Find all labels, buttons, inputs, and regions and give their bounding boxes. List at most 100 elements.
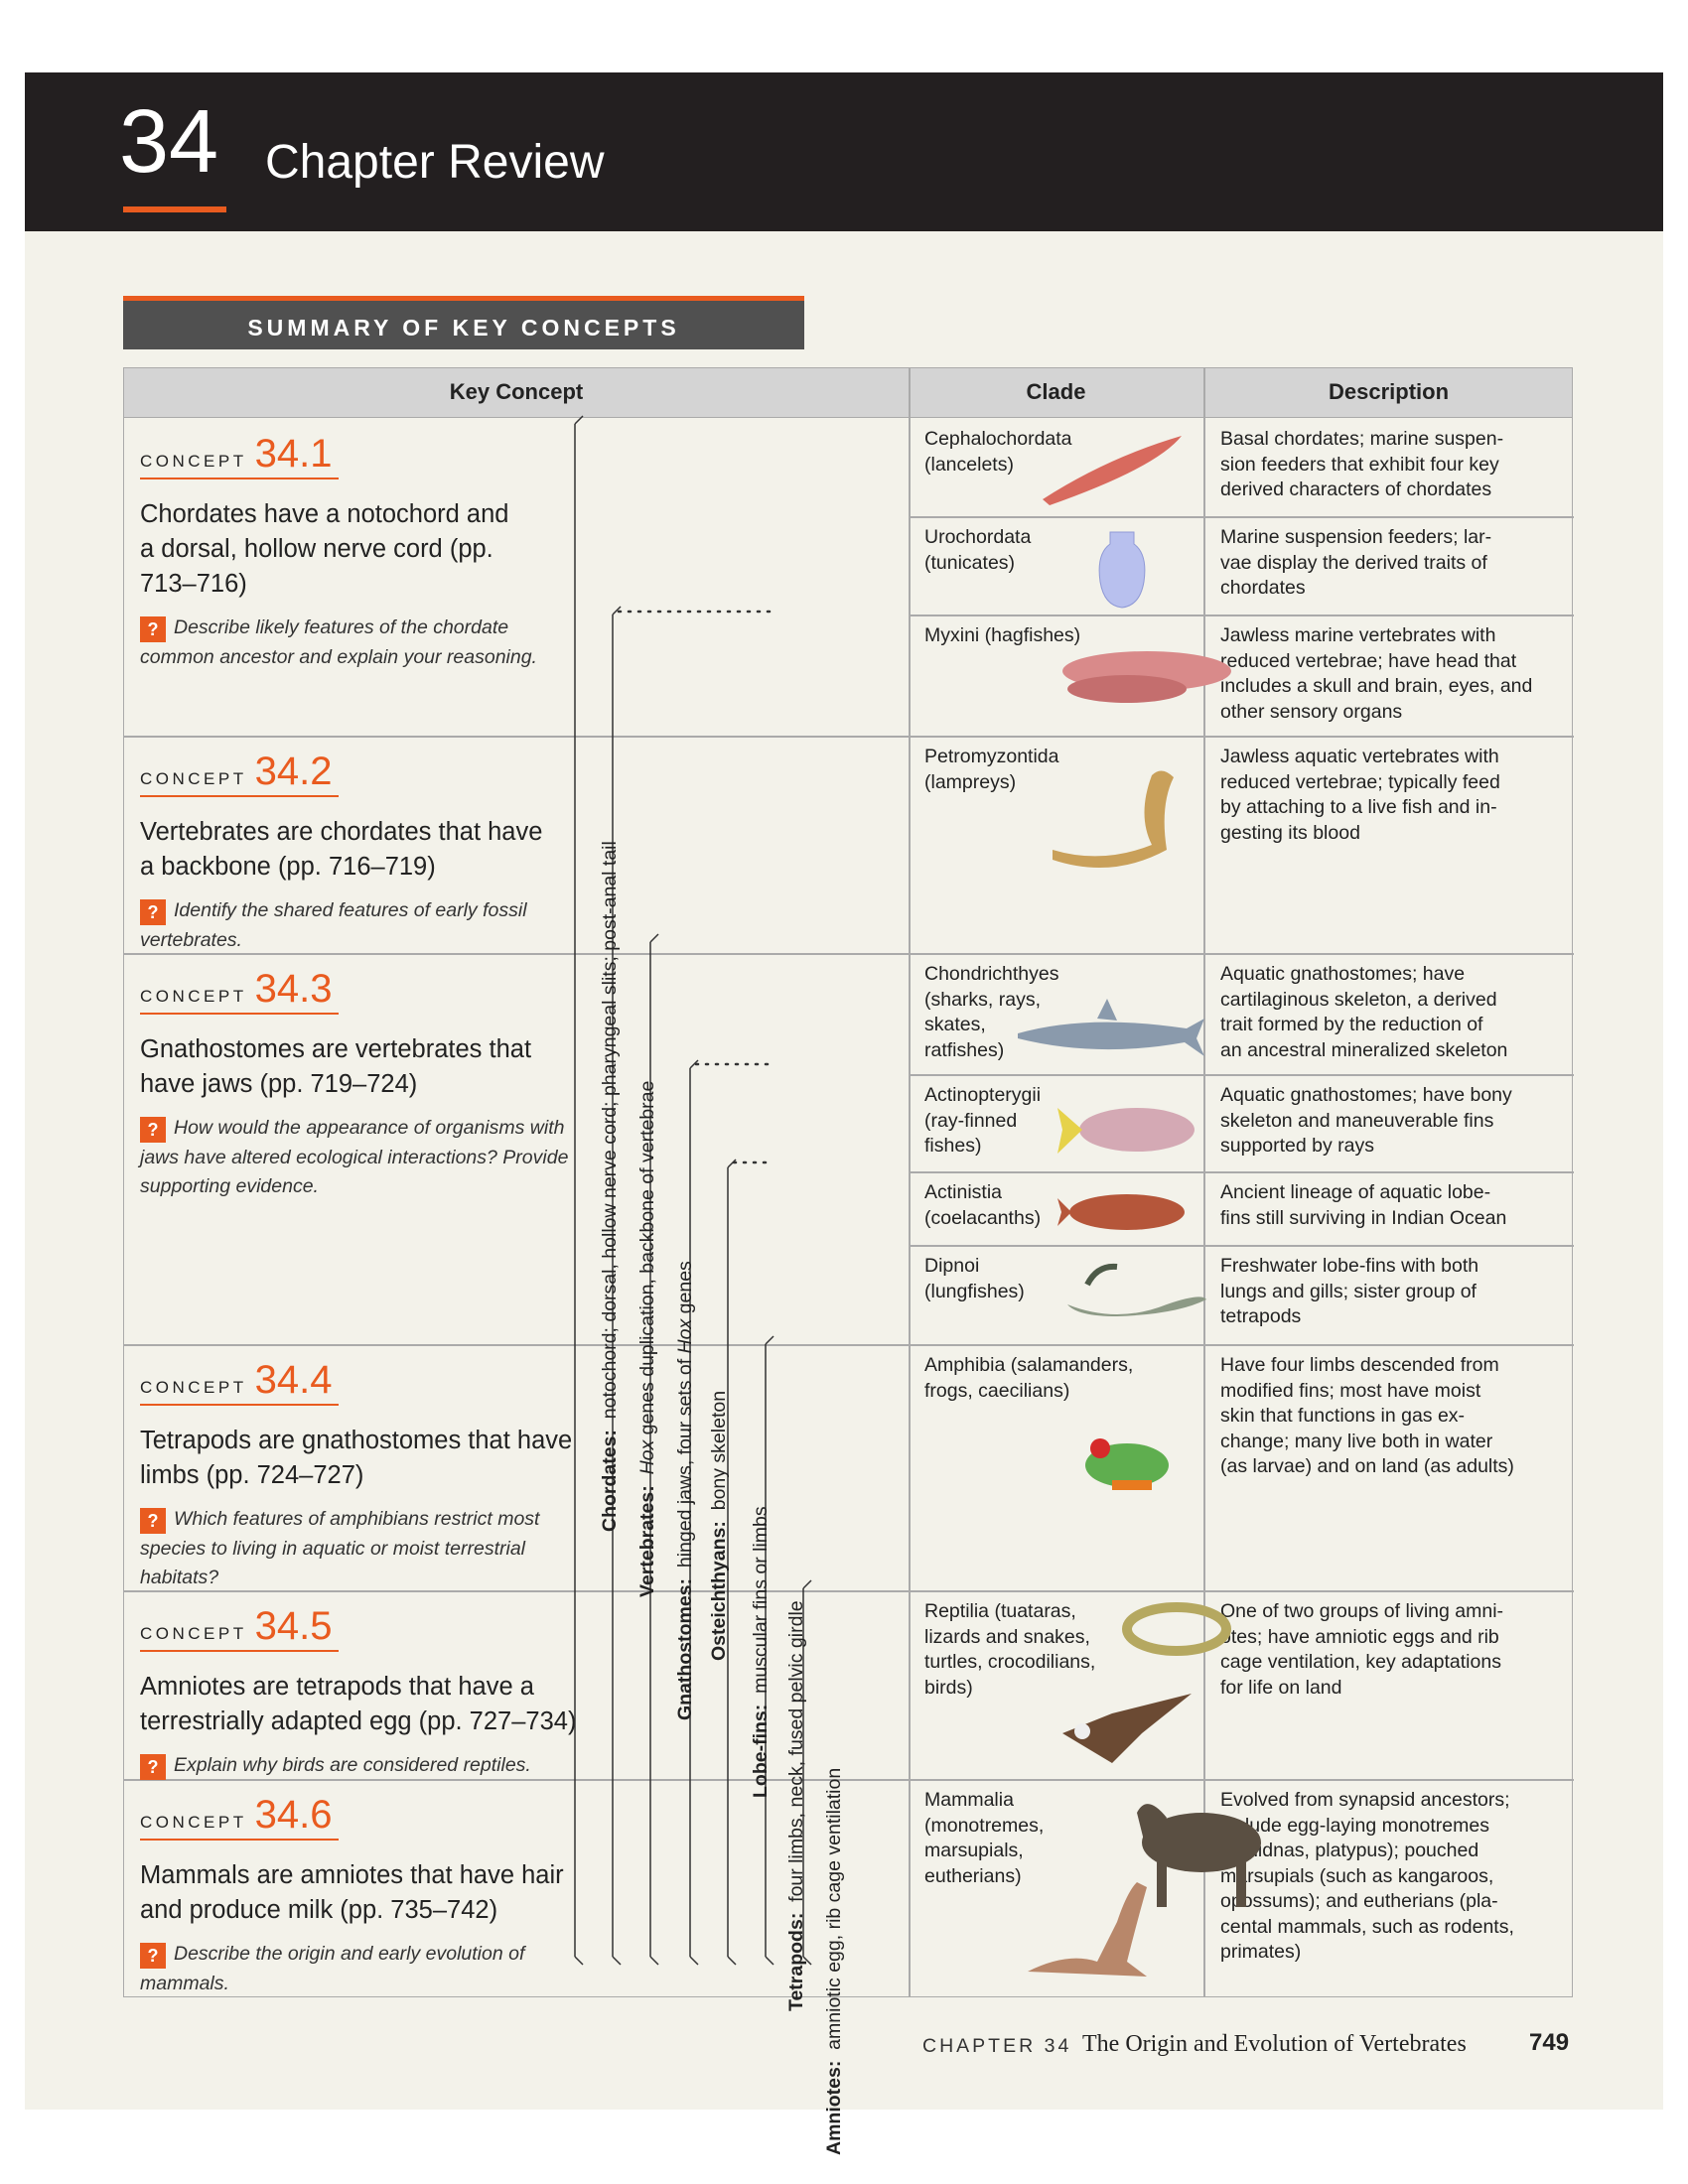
- tree-label-group: Chordates:: [599, 1430, 621, 1532]
- concept-number: 34.2: [254, 750, 333, 793]
- tree-bracket-bottom: [649, 1956, 659, 1966]
- coelacanth-image: [1057, 1194, 1185, 1230]
- summary-banner: SUMMARY OF KEY CONCEPTS: [123, 296, 804, 349]
- clade-name: Amphibia (salamanders, frogs, caecilians…: [924, 1354, 1134, 1402]
- concept-heading: Chordates have a notochord and a dorsal,…: [140, 500, 509, 598]
- row-divider: [909, 1171, 1574, 1173]
- wildebeest-and-kangaroo-image: [1137, 1804, 1261, 1907]
- clade-name: Actinopterygii (ray-finned fishes): [924, 1084, 1042, 1157]
- tree-bracket-bottom: [689, 1956, 699, 1966]
- phylogeny-tree: [574, 415, 812, 1966]
- tree-label-traits-end: genes: [674, 1261, 696, 1319]
- tree-bracket-bottom: [802, 1956, 812, 1966]
- header-clade: Clade: [1026, 379, 1086, 404]
- concept-block: CONCEPT 34.3 Gnathostomes are vertebrates …: [140, 965, 568, 1202]
- concept-question-text: Identify the shared features of early fo…: [140, 899, 527, 951]
- header-description: Description: [1328, 379, 1450, 404]
- column-divider: [1203, 368, 1205, 1996]
- concept-block: CONCEPT 34.4 Tetrapods are gnathostomes th…: [140, 1356, 572, 1593]
- clade-description: Have four limbs descended from modified …: [1220, 1354, 1514, 1477]
- concept-question: ? Describe the origin and early evolution…: [140, 1940, 567, 1998]
- concept-tag: CONCEPT 34.4: [140, 1356, 557, 1400]
- tree-label: Vertebrates: Hox genes duplication, back…: [636, 1081, 659, 1597]
- clade-name: Dipnoi (lungfishes): [924, 1255, 1025, 1302]
- concept-underline: [140, 1839, 339, 1841]
- tree-label-traits-italic: Hox: [636, 1439, 658, 1475]
- row-divider: [124, 953, 1574, 955]
- tree-label-traits-end: genes duplication, backbone of vertebrae: [636, 1080, 658, 1440]
- concept-underline: [140, 478, 339, 479]
- concept-question: ? Which features of amphibians restrict m…: [140, 1505, 577, 1593]
- chapter-number-underline: [123, 206, 226, 212]
- question-icon: ?: [140, 616, 166, 642]
- clade-description: Freshwater lobe-fins with both lungs and…: [1220, 1255, 1479, 1327]
- concept-heading: Mammals are amniotes that have hair and …: [140, 1861, 564, 1924]
- tree-bracket-top: [649, 933, 659, 943]
- concept-underline: [140, 1650, 339, 1652]
- concept-tag: CONCEPT 34.1: [140, 430, 557, 474]
- clade-name: Cephalochordata (lancelets): [924, 428, 1072, 476]
- concept-underline: [140, 795, 339, 797]
- concept-word: CONCEPT: [140, 769, 247, 788]
- snake-and-hawk-image: [1062, 1694, 1192, 1763]
- tree-bracket-top: [612, 606, 622, 615]
- tree-label-group: Gnathostomes:: [674, 1577, 696, 1720]
- concept-block: CONCEPT 34.5 Amniotes are tetrapods that h…: [140, 1602, 576, 1781]
- row-divider: [124, 1344, 1574, 1346]
- clade-description: One of two groups of living amni- otes; …: [1220, 1600, 1504, 1699]
- tree-label-group: Amniotes:: [823, 2060, 845, 2155]
- concept-question-text: Explain why birds are considered reptile…: [174, 1754, 531, 1776]
- concept-word: CONCEPT: [140, 452, 247, 471]
- tree-label: Tetrapods: four limbs, neck, fused pelvi…: [785, 1600, 808, 2011]
- summary-table: Key Concept Clade Description CONCEPT 34.…: [123, 367, 1574, 2155]
- concept-question-text: Describe the origin and early evolution …: [140, 1943, 525, 1994]
- table-header-row: Key Concept Clade Description: [124, 368, 1572, 418]
- question-icon: ?: [140, 1754, 166, 1780]
- concept-number: 34.4: [254, 1358, 333, 1402]
- tree-label-group: Vertebrates:: [636, 1485, 658, 1597]
- tree-label: Chordates: notochord; dorsal, hollow ner…: [599, 841, 622, 1532]
- hagfish-image: [1062, 651, 1231, 703]
- tree-label-group: Lobe-fins:: [750, 1704, 772, 1798]
- concept-number: 34.6: [254, 1793, 333, 1837]
- concept-underline: [140, 1013, 339, 1015]
- clade-description: Jawless marine vertebrates with reduced …: [1220, 624, 1533, 723]
- lancelet-image: [1043, 436, 1182, 505]
- tree-bracket-bottom: [765, 1956, 774, 1966]
- row-divider: [124, 736, 1574, 738]
- tree-label-traits: hinged jaws, four sets of: [674, 1353, 696, 1569]
- clade-name: Reptilia (tuataras, lizards and snakes, …: [924, 1600, 1096, 1699]
- footer-chapter-label: CHAPTER 34: [922, 2035, 1072, 2057]
- concept-tag: CONCEPT 34.5: [140, 1602, 557, 1646]
- tree-label-traits: amniotic egg, rib cage ventilation: [823, 1767, 845, 2050]
- tree-bracket-top: [765, 1335, 774, 1345]
- question-icon: ?: [140, 1508, 166, 1534]
- concept-question-text: Which features of amphibians restrict mo…: [140, 1508, 540, 1588]
- snake-and-hawk-image: [1122, 1602, 1231, 1656]
- concept-question: ? Explain why birds are considered reptil…: [140, 1751, 567, 1781]
- chapter-title: Chapter Review: [265, 136, 605, 189]
- clade-name: Petromyzontida (lampreys): [924, 746, 1059, 793]
- wildebeest-and-kangaroo-image: [1028, 1882, 1147, 1977]
- shark-image: [1018, 999, 1204, 1056]
- concept-heading: Amniotes are tetrapods that have a terre…: [140, 1673, 577, 1735]
- page-number: 749: [1529, 2029, 1570, 2056]
- tree-bracket-top: [574, 415, 584, 425]
- clade-name: Myxini (hagfishes): [924, 624, 1081, 646]
- concept-tag: CONCEPT 34.2: [140, 748, 557, 791]
- concept-number: 34.1: [254, 432, 333, 476]
- concept-question: ? How would the appearance of organisms w…: [140, 1114, 587, 1202]
- clade-description: Jawless aquatic vertebrates with reduced…: [1220, 746, 1500, 844]
- clade-name: Actinistia (coelacanths): [924, 1181, 1042, 1229]
- header-key-concept: Key Concept: [449, 379, 584, 404]
- tree-label-traits: bony skeleton: [708, 1390, 730, 1511]
- concept-tag: CONCEPT 34.3: [140, 965, 557, 1009]
- row-divider: [909, 1074, 1574, 1076]
- clade-name: Urochordata (tunicates): [924, 526, 1032, 574]
- row-divider: [909, 1245, 1574, 1247]
- tree-bracket-top: [689, 1059, 699, 1069]
- tree-bracket-bottom: [727, 1956, 737, 1966]
- concept-heading: Gnathostomes are vertebrates that have j…: [140, 1035, 532, 1098]
- concept-word: CONCEPT: [140, 1624, 247, 1643]
- chapter-header-band: [25, 72, 1663, 231]
